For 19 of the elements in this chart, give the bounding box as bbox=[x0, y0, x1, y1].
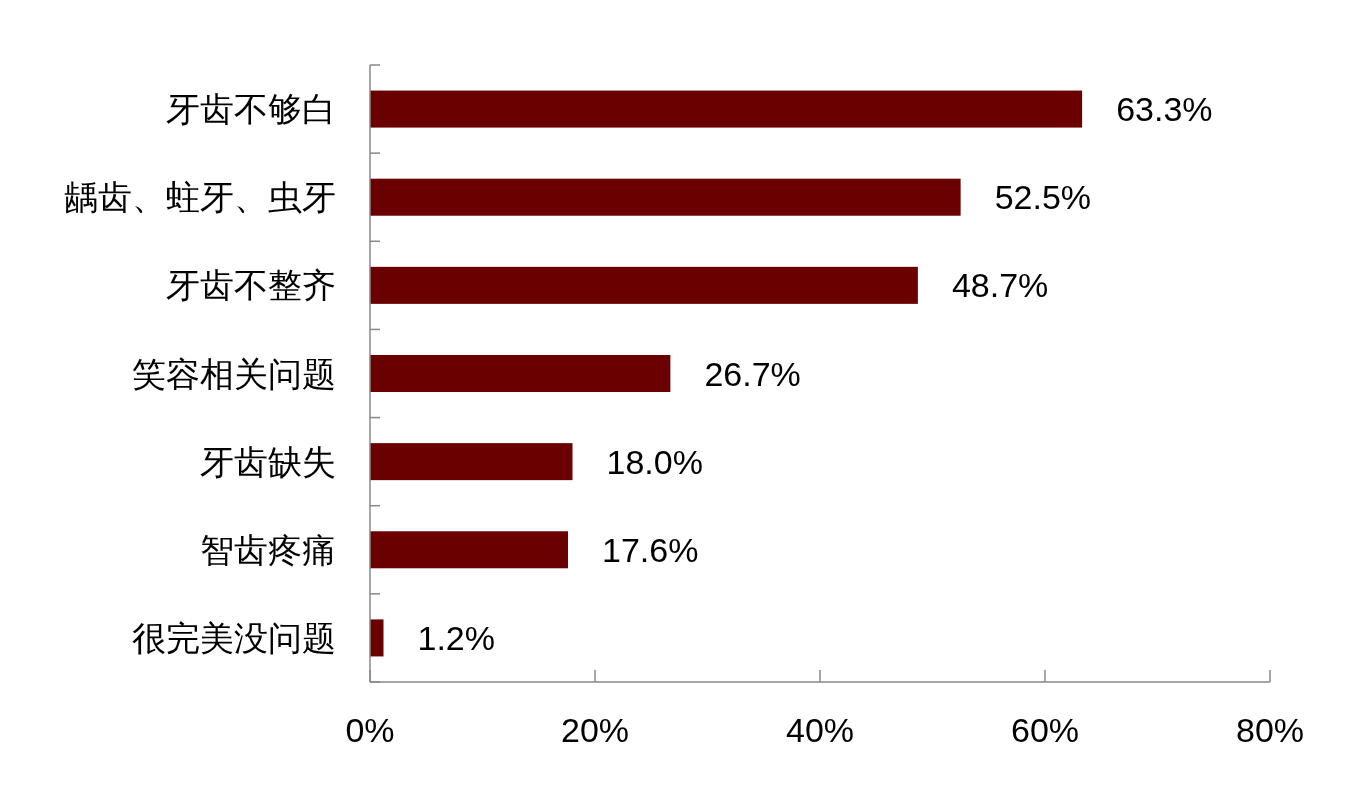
y-tick-label: 牙齿不整齐 bbox=[166, 265, 336, 306]
x-tick-label: 0% bbox=[345, 711, 395, 749]
y-tick-label: 龋齿、蛀牙、虫牙 bbox=[64, 177, 336, 218]
y-tick-label: 牙齿缺失 bbox=[200, 441, 336, 482]
x-tick-label: 40% bbox=[785, 711, 855, 749]
y-tick-label: 智齿疼痛 bbox=[200, 529, 336, 570]
data-label: 17.6% bbox=[602, 530, 699, 569]
data-label: 48.7% bbox=[951, 266, 1049, 305]
y-tick-label: 笑容相关问题 bbox=[132, 353, 336, 394]
data-label: 1.2% bbox=[417, 618, 495, 657]
data-label: 63.3% bbox=[1116, 90, 1213, 129]
data-label: 52.5% bbox=[994, 178, 1092, 217]
data-label: 18.0% bbox=[606, 442, 703, 481]
y-tick-label: 很完美没问题 bbox=[132, 617, 336, 658]
data-label: 26.7% bbox=[704, 354, 801, 393]
x-tick-label: 60% bbox=[1010, 711, 1080, 749]
y-tick-label: 牙齿不够白 bbox=[166, 89, 336, 130]
x-tick-label: 80% bbox=[1235, 711, 1305, 749]
x-tick-label: 20% bbox=[560, 711, 630, 749]
